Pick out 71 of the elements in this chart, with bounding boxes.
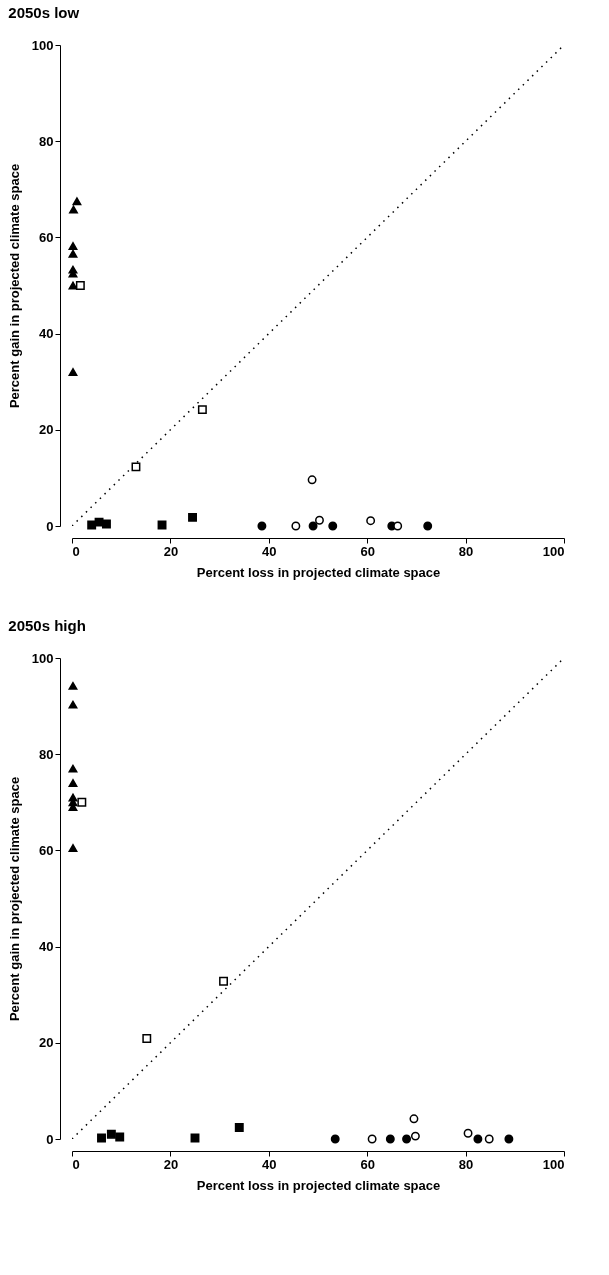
point <box>473 1134 483 1144</box>
point <box>409 1114 419 1124</box>
x-tick-label: 80 <box>458 543 474 559</box>
x-tick-label: 60 <box>360 543 375 559</box>
x-axis-title: Percent loss in projected climate space <box>196 564 441 580</box>
x-tick-label: 0 <box>72 543 80 559</box>
point <box>68 242 78 251</box>
point <box>385 1134 395 1144</box>
point <box>101 519 111 529</box>
y-tick-label: 20 <box>39 422 54 438</box>
point <box>97 1133 106 1143</box>
point <box>77 797 87 807</box>
point <box>106 1129 116 1139</box>
point <box>315 515 324 525</box>
point <box>330 1134 340 1144</box>
point <box>504 1134 514 1144</box>
x-tick-label: 0 <box>72 1156 80 1172</box>
point <box>308 521 318 531</box>
x-tick-label: 80 <box>458 1156 474 1172</box>
point <box>393 521 403 531</box>
point <box>423 521 433 531</box>
point <box>219 976 228 986</box>
point <box>68 249 78 258</box>
point <box>463 1128 473 1138</box>
point <box>367 1134 377 1144</box>
y-tick-label: 80 <box>39 133 54 149</box>
point <box>366 516 376 526</box>
x-tick-label: 40 <box>262 543 277 559</box>
y-tick-label: 40 <box>39 326 54 342</box>
chart-title: 2050s low <box>8 4 80 21</box>
point <box>410 1131 420 1141</box>
x-tick-label: 100 <box>542 543 565 559</box>
point <box>68 368 78 377</box>
y-tick-label: 0 <box>46 518 54 534</box>
point <box>72 197 82 206</box>
point <box>484 1134 494 1144</box>
x-tick-label: 100 <box>542 1156 565 1172</box>
point <box>75 281 85 290</box>
x-tick-label: 20 <box>163 1156 179 1172</box>
y-tick-label: 80 <box>39 746 54 762</box>
y-tick-label: 60 <box>39 229 54 245</box>
point <box>257 521 267 531</box>
point <box>131 462 141 472</box>
x-tick-label: 40 <box>262 1156 277 1172</box>
y-tick-label: 100 <box>31 650 54 666</box>
point <box>402 1134 412 1144</box>
point <box>68 764 78 773</box>
y-axis-title: Percent gain in projected climate space <box>6 776 22 1022</box>
x-tick-label: 20 <box>163 543 179 559</box>
point <box>68 681 78 690</box>
point <box>307 475 317 485</box>
point <box>115 1132 125 1142</box>
point <box>68 844 78 852</box>
point <box>328 521 338 531</box>
point <box>68 779 78 788</box>
y-tick-label: 100 <box>31 37 54 53</box>
y-axis-title: Percent gain in projected climate space <box>6 163 22 409</box>
point <box>197 405 207 415</box>
y-tick-label: 0 <box>46 1131 54 1147</box>
x-axis-title: Percent loss in projected climate space <box>196 1177 441 1193</box>
point <box>142 1034 152 1043</box>
chart-title: 2050s high <box>8 617 86 634</box>
y-tick-label: 20 <box>39 1035 54 1051</box>
x-tick-label: 60 <box>360 1156 375 1172</box>
point <box>188 512 197 522</box>
y-tick-label: 40 <box>39 939 54 955</box>
y-tick-label: 60 <box>39 842 54 858</box>
point <box>234 1123 244 1132</box>
point <box>69 205 78 214</box>
point <box>291 521 301 531</box>
point <box>68 700 78 709</box>
